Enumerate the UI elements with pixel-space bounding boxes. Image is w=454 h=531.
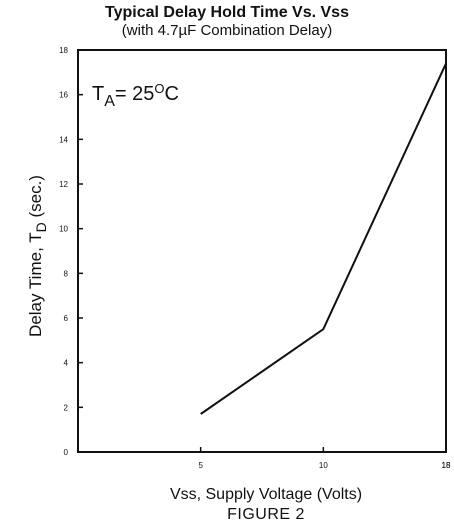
y-tick-label: 2 — [64, 403, 69, 412]
chart-title: Typical Delay Hold Time Vs. Vss — [105, 4, 349, 21]
y-tick-label: 14 — [59, 135, 68, 144]
plot-frame — [77, 49, 447, 453]
x-tick-label: 10 — [319, 461, 328, 470]
x-tick-label: 5 — [198, 461, 203, 470]
axes — [77, 49, 447, 453]
series-line — [200, 62, 447, 415]
y-axis-label: Delay Time, TD (sec.) — [26, 175, 49, 337]
y-tick-label: 16 — [59, 91, 68, 100]
x-tick-label: 18 — [442, 461, 451, 470]
y-tick-label: 18 — [59, 46, 68, 55]
series — [200, 62, 447, 415]
chart-subtitle: (with 4.7µF Combination Delay) — [121, 22, 333, 39]
x-axis-label: Vss, Supply Voltage (Volts) — [169, 486, 363, 503]
y-tick-label: 6 — [64, 314, 69, 323]
y-tick-label: 12 — [59, 180, 68, 189]
y-tick-label: 8 — [64, 269, 69, 278]
y-tick-label: 4 — [64, 359, 69, 368]
figure-caption: FIGURE 2 — [227, 506, 305, 523]
x-tick-label: 15 — [442, 461, 451, 470]
y-tick-label: 0 — [64, 448, 69, 457]
temperature-annotation: TA= 25OC — [92, 81, 179, 110]
y-tick-label: 10 — [59, 225, 68, 234]
